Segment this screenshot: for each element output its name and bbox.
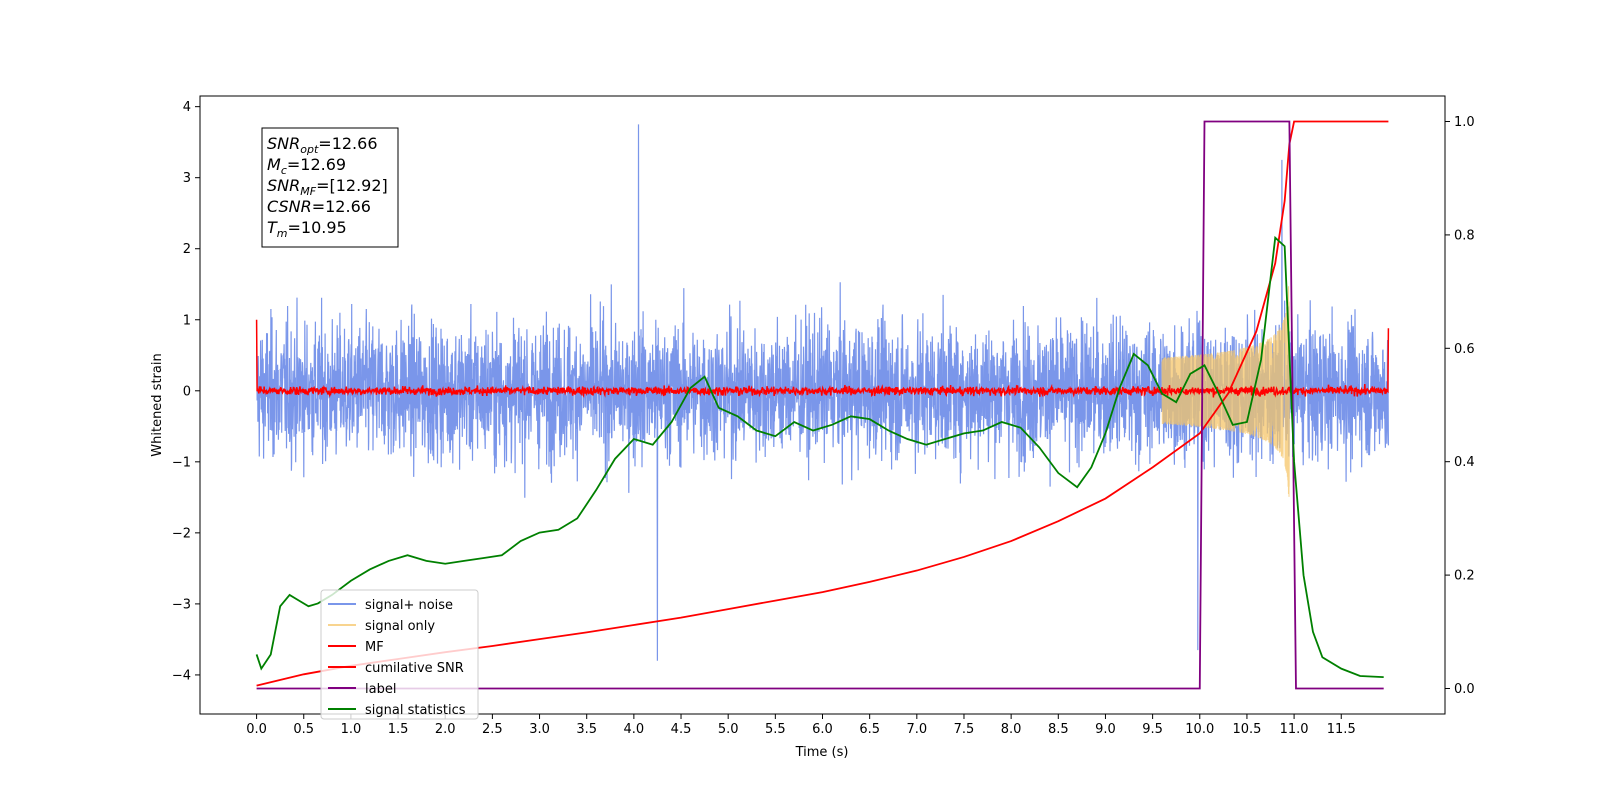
series-signal-noise-line — [256, 124, 1389, 661]
x-tick-label: 7.0 — [906, 722, 927, 737]
y-tick-label: 2 — [183, 242, 191, 257]
x-axis: 0.0 0.5 1.0 1.5 2.0 2.5 3.0 3.5 4.0 4.5 5.0 5.5 6.0 6… — [246, 714, 1356, 737]
y-axis-left: −4 −3 −2 −1 0 1 2 3 4 — [172, 100, 200, 683]
y-tick-label: −1 — [172, 455, 191, 470]
annotation-line: CSNR=12.66 — [267, 197, 371, 216]
x-tick-label: 10.5 — [1232, 722, 1261, 737]
legend-frame — [320, 589, 479, 720]
x-axis-label: Time (s) — [795, 745, 849, 760]
x-tick-label: 2.5 — [482, 722, 503, 737]
x-tick-label: 9.5 — [1142, 722, 1163, 737]
annotation-line: SNRopt=12.66 — [267, 134, 378, 156]
legend-label: MF — [365, 640, 384, 655]
x-tick-label: 6.5 — [859, 722, 880, 737]
y2-tick-label: 0.0 — [1454, 682, 1475, 697]
y-tick-label: 3 — [183, 171, 191, 186]
x-tick-label: 1.0 — [341, 722, 362, 737]
x-tick-label: 0.5 — [293, 722, 314, 737]
x-tick-label: 3.5 — [576, 722, 597, 737]
x-tick-label: 10.0 — [1185, 722, 1214, 737]
legend-label: signal+ noise — [365, 598, 453, 613]
y-tick-label: −3 — [172, 597, 191, 612]
y-axis-right: 0.0 0.2 0.4 0.6 0.8 1.0 — [1445, 115, 1475, 697]
y-tick-label: −2 — [172, 526, 191, 541]
legend-label: label — [365, 682, 396, 697]
x-tick-label: 4.5 — [671, 722, 692, 737]
x-tick-label: 4.0 — [624, 722, 645, 737]
x-tick-label: 5.5 — [765, 722, 786, 737]
x-tick-label: 8.5 — [1048, 722, 1069, 737]
annotation-box: SNRopt=12.66Mc=12.69SNRMF=[12.92]CSNR=12… — [261, 127, 399, 248]
x-tick-label: 3.0 — [529, 722, 550, 737]
y2-tick-label: 1.0 — [1454, 115, 1475, 130]
series-mf-line — [255, 319, 1390, 399]
y-tick-label: 0 — [183, 384, 191, 399]
legend: signal+ noise signal only MF cumilative SNR… — [320, 589, 479, 720]
legend-label: cumilative SNR — [365, 661, 464, 676]
x-tick-label: 0.0 — [246, 722, 267, 737]
x-tick-label: 5.0 — [718, 722, 739, 737]
x-tick-label: 6.0 — [812, 722, 833, 737]
x-tick-label: 9.0 — [1095, 722, 1116, 737]
y2-tick-label: 0.2 — [1454, 569, 1475, 584]
series-label-line — [256, 120, 1384, 690]
x-tick-label: 7.5 — [954, 722, 975, 737]
legend-label: signal statistics — [365, 703, 466, 718]
annotation-line: SNRMF=[12.92] — [267, 176, 388, 198]
x-tick-label: 11.0 — [1280, 722, 1309, 737]
annotation-line: Tm=10.95 — [267, 218, 347, 240]
series-signal-statistics-line — [255, 235, 1384, 679]
y2-tick-label: 0.8 — [1454, 228, 1475, 243]
x-tick-label: 1.5 — [388, 722, 409, 737]
y-axis-label: Whitened strain — [150, 353, 165, 456]
y2-tick-label: 0.4 — [1454, 455, 1475, 470]
x-tick-label: 8.0 — [1001, 722, 1022, 737]
y-tick-label: 1 — [183, 313, 191, 328]
x-tick-label: 11.5 — [1327, 722, 1356, 737]
y2-tick-label: 0.6 — [1454, 342, 1475, 357]
x-tick-label: 2.0 — [435, 722, 456, 737]
legend-label: signal only — [365, 619, 435, 634]
annotation-frame — [261, 127, 399, 248]
annotation-line: Mc=12.69 — [267, 155, 346, 177]
y-tick-label: 4 — [183, 100, 191, 115]
y-tick-label: −4 — [172, 668, 191, 683]
